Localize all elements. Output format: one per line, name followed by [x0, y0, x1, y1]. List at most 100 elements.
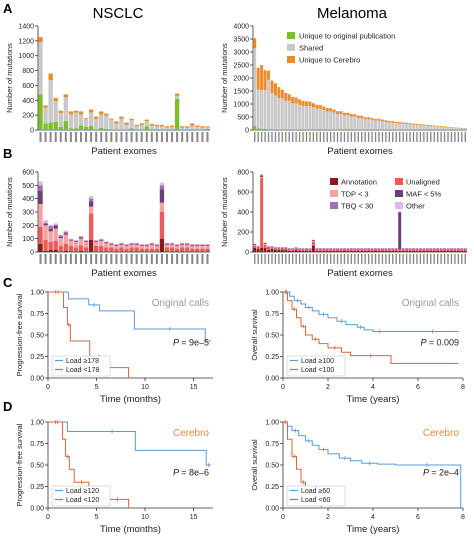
bar-unique-cerebro [318, 105, 322, 109]
x-tick-mark [281, 254, 284, 264]
bar-unique-original [267, 129, 271, 130]
legend-label: Load <120 [66, 497, 99, 504]
x-tick-mark [443, 254, 446, 264]
bar-unique-original [280, 129, 284, 130]
bar-maf [349, 249, 353, 250]
x-tick-mark [447, 132, 449, 142]
bar-tdp [253, 245, 257, 246]
bar-tdp [412, 249, 415, 250]
bar-unaligned [425, 250, 429, 251]
bar-annotation [190, 251, 195, 252]
bar-unaligned [422, 250, 426, 251]
bar-unaligned [195, 248, 200, 252]
bar-annotation [164, 251, 170, 252]
bar-unaligned [380, 250, 384, 251]
bar-unaligned [38, 226, 43, 244]
legend-label: Unaligned [406, 178, 440, 187]
x-tick-label: 5 [95, 384, 99, 391]
x-tick-mark [105, 254, 108, 264]
bar-unique-cerebro [415, 123, 419, 126]
bar-tdp [273, 248, 277, 249]
bar-unique-cerebro [349, 114, 353, 117]
y-tick-label: 1.00 [265, 420, 279, 427]
x-tick-mark [39, 254, 42, 264]
bar-unaligned [48, 242, 53, 250]
bar-shared [53, 101, 58, 122]
bar-maf [104, 242, 109, 244]
bar-tbq [174, 244, 180, 246]
bar-annotation [339, 251, 343, 252]
x-tick-label: 10 [141, 514, 149, 521]
x-tick-mark [426, 254, 428, 264]
x-tick-mark [354, 132, 356, 142]
y-tick-label: 0.75 [265, 311, 279, 318]
bar-unique-cerebro [174, 93, 180, 96]
bar-tdp [109, 244, 114, 248]
bar-maf [180, 244, 185, 245]
p-value: = 8e–6 [181, 467, 209, 477]
bar-tdp [446, 249, 450, 250]
x-tick-mark [260, 132, 263, 142]
bar-other [294, 247, 298, 248]
bar-unaligned [460, 250, 464, 251]
bar-shared [270, 92, 274, 130]
bar-maf [139, 245, 144, 246]
bar-other [185, 242, 190, 244]
bar-shared [329, 111, 333, 130]
p-value-text: P = 9e–5 [173, 337, 209, 347]
bar-maf [367, 249, 371, 250]
bar-maf [418, 249, 422, 250]
bar-annotation [439, 251, 443, 252]
bar-shared [443, 127, 447, 130]
bar-annotation [58, 251, 63, 252]
bar-annotation [463, 251, 467, 252]
bar-shared [456, 128, 460, 130]
x-tick-mark [392, 132, 394, 142]
bar-unique-cerebro [164, 126, 170, 128]
bar-unaligned [263, 245, 267, 248]
bar-unique-cerebro [363, 117, 367, 120]
bar-unique-cerebro [284, 92, 288, 101]
bar-unaligned [169, 247, 175, 252]
bar-maf [342, 249, 346, 250]
bar-unaligned [418, 250, 422, 251]
x-tick-mark [416, 254, 418, 264]
bar-annotation [174, 251, 180, 252]
x-tick-mark [371, 254, 373, 264]
bar-shared [169, 127, 175, 130]
bar-unique-cerebro [273, 83, 277, 96]
bar-unique-cerebro [322, 106, 326, 110]
bar-other [384, 248, 388, 249]
x-axis-label: Patient exomes [327, 146, 393, 157]
bar-other [439, 248, 443, 249]
bar-tbq [149, 243, 154, 244]
bar-maf [109, 244, 114, 245]
bar-unaligned [332, 250, 336, 251]
bar-maf [149, 244, 154, 245]
bar-tbq [200, 244, 205, 246]
x-tick-mark [412, 254, 415, 264]
y-tick-label: 1.00 [30, 420, 44, 427]
legend-swatch-unique-cerebro [287, 56, 295, 63]
bar-annotation [432, 251, 436, 252]
bar-tdp [63, 234, 68, 244]
bar-unique-original [43, 123, 48, 130]
bar-unaligned [144, 248, 149, 252]
x-tick-mark [302, 132, 304, 142]
bar-maf [291, 249, 295, 250]
x-tick-mark [271, 132, 273, 142]
bar-unaligned [94, 246, 99, 252]
legend-box [51, 485, 111, 507]
y-tick-label: 400 [237, 210, 249, 217]
bar-unaligned [346, 250, 350, 251]
bar-other [318, 248, 322, 249]
bar-unique-original [63, 121, 68, 130]
bar-unique-cerebro [443, 126, 447, 128]
x-tick-mark [292, 132, 294, 142]
y-tick-label: 1.00 [30, 290, 44, 297]
bar-unique-original [94, 129, 99, 130]
bar-unique-cerebro [190, 123, 195, 126]
bar-unaligned [339, 250, 343, 251]
bar-unique-cerebro [267, 70, 271, 80]
bar-maf [460, 249, 464, 250]
